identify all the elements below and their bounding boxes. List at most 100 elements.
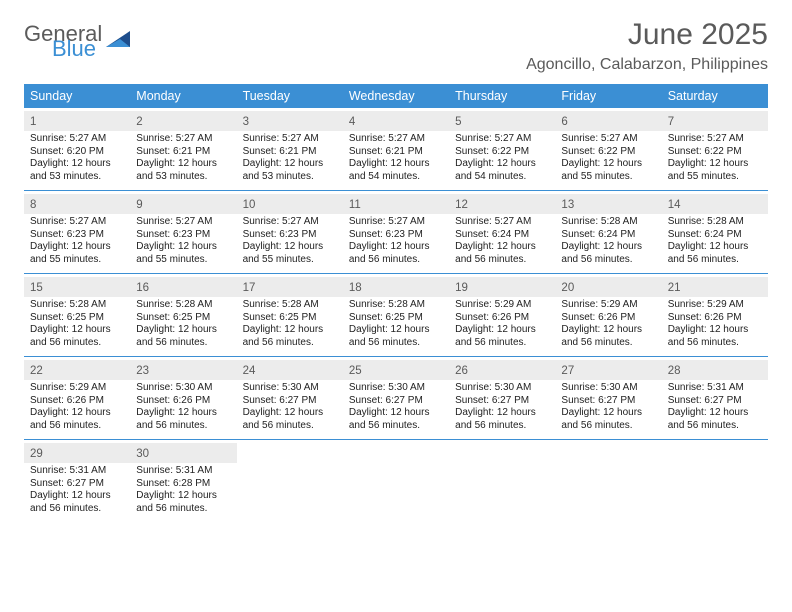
sunset-line: Sunset: 6:23 PM (243, 229, 337, 242)
day-number-row: 9 (130, 194, 236, 214)
day-number-row: 15 (24, 277, 130, 297)
day-info: Sunrise: 5:28 AMSunset: 6:24 PMDaylight:… (561, 216, 655, 266)
day-number-row: 19 (449, 277, 555, 297)
day-number: 3 (243, 116, 249, 128)
sunset-line: Sunset: 6:26 PM (561, 312, 655, 325)
day-number: 11 (349, 199, 361, 211)
calendar-day: 10Sunrise: 5:27 AMSunset: 6:23 PMDayligh… (237, 191, 343, 273)
brand-logo: General Blue (24, 24, 132, 60)
sunset-line: Sunset: 6:23 PM (136, 229, 230, 242)
sunrise-line: Sunrise: 5:28 AM (668, 216, 762, 229)
calendar-day: 5Sunrise: 5:27 AMSunset: 6:22 PMDaylight… (449, 108, 555, 190)
daylight-line: Daylight: 12 hours and 55 minutes. (561, 158, 655, 183)
day-number-row: 23 (130, 360, 236, 380)
day-info: Sunrise: 5:27 AMSunset: 6:24 PMDaylight:… (455, 216, 549, 266)
day-number: 12 (455, 199, 468, 211)
sunrise-line: Sunrise: 5:28 AM (30, 299, 124, 312)
day-info: Sunrise: 5:28 AMSunset: 6:25 PMDaylight:… (136, 299, 230, 349)
day-info: Sunrise: 5:27 AMSunset: 6:20 PMDaylight:… (30, 133, 124, 183)
calendar-day: 28 Sunrise: 5:31 AMSunset: 6:27 PMDayligh… (662, 357, 768, 439)
day-number: 19 (455, 282, 468, 294)
sunset-line: Sunset: 6:25 PM (136, 312, 230, 325)
calendar-day: 30Sunrise: 5:31 AMSunset: 6:28 PMDayligh… (130, 440, 236, 522)
day-info: Sunrise: 5:28 AMSunset: 6:24 PMDaylight:… (668, 216, 762, 266)
day-info: Sunrise: 5:27 AMSunset: 6:23 PMDaylight:… (136, 216, 230, 266)
day-number: 6 (561, 116, 567, 128)
day-number: 27 (561, 365, 574, 377)
day-info: Sunrise: 5:28 AMSunset: 6:25 PMDaylight:… (349, 299, 443, 349)
weekday-header: Saturday (662, 84, 768, 108)
daylight-line: Daylight: 12 hours and 53 minutes. (30, 158, 124, 183)
day-number: 16 (136, 282, 149, 294)
day-number: 17 (243, 282, 256, 294)
day-info: Sunrise: 5:29 AMSunset: 6:26 PMDaylight:… (668, 299, 762, 349)
daylight-line: Daylight: 12 hours and 56 minutes. (561, 407, 655, 432)
daylight-line: Daylight: 12 hours and 55 minutes. (668, 158, 762, 183)
calendar-day: 27 Sunrise: 5:30 AMSunset: 6:27 PMDayligh… (555, 357, 661, 439)
sunset-line: Sunset: 6:21 PM (349, 146, 443, 159)
weekday-header: Friday (555, 84, 661, 108)
calendar-day: 25Sunrise: 5:30 AMSunset: 6:27 PMDayligh… (343, 357, 449, 439)
sunrise-line: Sunrise: 5:30 AM (561, 382, 655, 395)
weekday-header: Thursday (449, 84, 555, 108)
weekday-header: Tuesday (237, 84, 343, 108)
calendar-day (237, 440, 343, 522)
sunrise-line: Sunrise: 5:31 AM (136, 465, 230, 478)
calendar-day: 12 Sunrise: 5:27 AMSunset: 6:24 PMDayligh… (449, 191, 555, 273)
daylight-line: Daylight: 12 hours and 56 minutes. (30, 324, 124, 349)
brand-triangle-icon (106, 29, 132, 54)
day-info: Sunrise: 5:29 AMSunset: 6:26 PMDaylight:… (455, 299, 549, 349)
day-number: 23 (136, 365, 149, 377)
sunset-line: Sunset: 6:27 PM (243, 395, 337, 408)
daylight-line: Daylight: 12 hours and 56 minutes. (349, 407, 443, 432)
day-info: Sunrise: 5:27 AMSunset: 6:23 PMDaylight:… (30, 216, 124, 266)
day-number-row: 26 (449, 360, 555, 380)
day-number-row: 11 (343, 194, 449, 214)
day-number: 13 (561, 199, 574, 211)
daylight-line: Daylight: 12 hours and 56 minutes. (136, 490, 230, 515)
weekday-header-row: SundayMondayTuesdayWednesdayThursdayFrid… (24, 84, 768, 108)
calendar-week: 29Sunrise: 5:31 AMSunset: 6:27 PMDayligh… (24, 440, 768, 522)
daylight-line: Daylight: 12 hours and 56 minutes. (136, 407, 230, 432)
calendar-body: 1Sunrise: 5:27 AMSunset: 6:20 PMDaylight… (24, 108, 768, 522)
daylight-line: Daylight: 12 hours and 56 minutes. (668, 324, 762, 349)
day-info: Sunrise: 5:30 AMSunset: 6:27 PMDaylight:… (561, 382, 655, 432)
day-number: 18 (349, 282, 362, 294)
sunrise-line: Sunrise: 5:31 AM (30, 465, 124, 478)
sunset-line: Sunset: 6:27 PM (561, 395, 655, 408)
sunset-line: Sunset: 6:25 PM (349, 312, 443, 325)
day-number-row: 16 (130, 277, 236, 297)
day-number-row: 6 (555, 111, 661, 131)
day-number: 14 (668, 199, 681, 211)
daylight-line: Daylight: 12 hours and 56 minutes. (668, 241, 762, 266)
sunrise-line: Sunrise: 5:30 AM (349, 382, 443, 395)
day-number-row: 12 (449, 194, 555, 214)
day-number-row: 1 (24, 111, 130, 131)
day-info: Sunrise: 5:27 AMSunset: 6:21 PMDaylight:… (243, 133, 337, 183)
day-info: Sunrise: 5:30 AMSunset: 6:27 PMDaylight:… (455, 382, 549, 432)
calendar-day: 4Sunrise: 5:27 AMSunset: 6:21 PMDaylight… (343, 108, 449, 190)
day-number: 8 (30, 199, 36, 211)
daylight-line: Daylight: 12 hours and 56 minutes. (561, 241, 655, 266)
sunset-line: Sunset: 6:22 PM (561, 146, 655, 159)
daylight-line: Daylight: 12 hours and 55 minutes. (243, 241, 337, 266)
day-number: 15 (30, 282, 43, 294)
day-info: Sunrise: 5:31 AMSunset: 6:27 PMDaylight:… (668, 382, 762, 432)
month-title: June 2025 (526, 18, 768, 52)
calendar-grid: SundayMondayTuesdayWednesdayThursdayFrid… (24, 84, 768, 522)
location-text: Agoncillo, Calabarzon, Philippines (526, 56, 768, 74)
sunset-line: Sunset: 6:25 PM (30, 312, 124, 325)
day-number: 25 (349, 365, 362, 377)
page-header: General Blue June 2025 Agoncillo, Calaba… (24, 18, 768, 74)
sunrise-line: Sunrise: 5:28 AM (561, 216, 655, 229)
day-info: Sunrise: 5:30 AMSunset: 6:27 PMDaylight:… (243, 382, 337, 432)
day-info: Sunrise: 5:29 AMSunset: 6:26 PMDaylight:… (561, 299, 655, 349)
calendar-day: 7Sunrise: 5:27 AMSunset: 6:22 PMDaylight… (662, 108, 768, 190)
day-number: 4 (349, 116, 355, 128)
calendar-day: 20Sunrise: 5:29 AMSunset: 6:26 PMDayligh… (555, 274, 661, 356)
daylight-line: Daylight: 12 hours and 56 minutes. (455, 407, 549, 432)
sunrise-line: Sunrise: 5:27 AM (455, 216, 549, 229)
day-number-row: 7 (662, 111, 768, 131)
day-number: 28 (668, 365, 681, 377)
calendar-day (449, 440, 555, 522)
